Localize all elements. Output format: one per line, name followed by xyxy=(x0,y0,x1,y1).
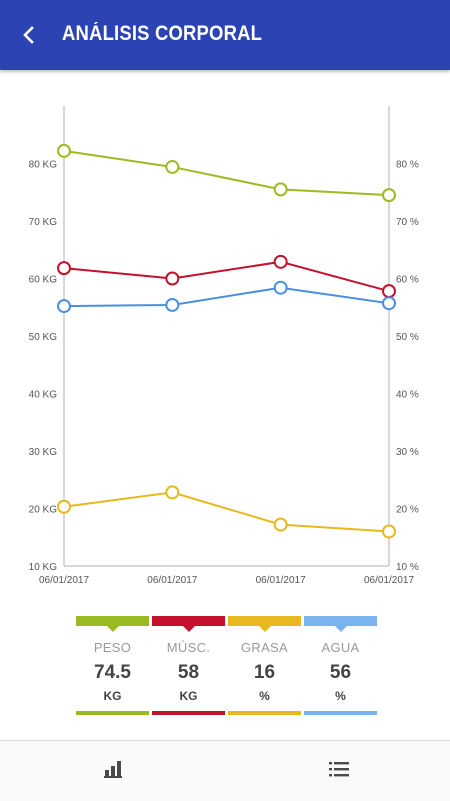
legend-label: GRASA xyxy=(240,640,288,655)
data-point-grasa xyxy=(273,517,288,532)
y-tick-label-left: 10 KG xyxy=(29,562,58,573)
legend-peso[interactable]: PESO 74.5 KG xyxy=(76,616,149,716)
legend-unit: KG xyxy=(179,689,198,703)
data-point-peso xyxy=(57,143,71,158)
chart-view-button[interactable] xyxy=(103,759,129,783)
legend-agua[interactable]: AGUA 56 % xyxy=(304,616,377,716)
y-tick-label-right: 60 % xyxy=(396,275,419,286)
legend-notch xyxy=(107,626,119,632)
legend-musc[interactable]: MÚSC. 58 KG xyxy=(152,616,225,716)
legend-color-bar xyxy=(228,616,301,626)
series-line-grasa xyxy=(63,491,390,533)
legend-underline xyxy=(304,711,377,715)
y-tick-label-right: 50 % xyxy=(396,332,419,343)
data-point-agua xyxy=(382,296,396,311)
legend-value: 56 xyxy=(329,662,352,683)
legend-underline xyxy=(228,711,301,715)
series-line-agua xyxy=(63,286,390,308)
page-title: ANÁLISIS CORPORAL xyxy=(62,22,263,45)
data-point-peso xyxy=(382,188,396,203)
bar-chart-icon xyxy=(104,761,122,778)
data-point-musc xyxy=(165,271,180,286)
legend-color-bar xyxy=(76,616,149,626)
legend-notch xyxy=(183,626,195,632)
y-tick-label-left: 40 KG xyxy=(29,390,58,401)
legend-unit: % xyxy=(335,689,346,703)
data-point-grasa xyxy=(57,499,71,514)
legend-underline xyxy=(76,711,149,715)
data-point-grasa xyxy=(165,485,180,500)
x-tick-label: 06/01/2017 xyxy=(364,575,414,586)
y-tick-label-left: 20 KG xyxy=(29,505,58,516)
legend-label: AGUA xyxy=(321,640,360,655)
y-tick-label-left: 60 KG xyxy=(29,275,58,286)
legend-notch xyxy=(259,626,271,632)
series-line-musc xyxy=(63,260,390,293)
data-point-agua xyxy=(273,280,288,295)
x-tick-label: 06/01/2017 xyxy=(39,575,89,586)
legend-label: MÚSC. xyxy=(166,640,211,655)
metrics-legend: PESO 74.5 KG MÚSC. 58 KG GRASA 16 % AGUA… xyxy=(76,616,377,716)
y-tick-label-right: 30 % xyxy=(396,447,419,458)
data-point-musc xyxy=(57,261,71,276)
y-tick-label-right: 10 % xyxy=(396,562,419,573)
legend-unit: % xyxy=(259,689,270,703)
y-tick-label-right: 70 % xyxy=(396,217,419,228)
data-point-agua xyxy=(165,297,180,312)
legend-grasa[interactable]: GRASA 16 % xyxy=(228,616,301,716)
x-tick-label: 06/01/2017 xyxy=(256,575,306,586)
legend-label: PESO xyxy=(93,640,132,655)
y-tick-label-right: 80 % xyxy=(396,160,419,171)
data-point-agua xyxy=(57,299,71,314)
legend-value: 74.5 xyxy=(94,662,131,683)
data-point-musc xyxy=(382,284,396,299)
chevron-left-icon xyxy=(23,26,34,44)
legend-unit: KG xyxy=(103,689,122,703)
bottom-nav xyxy=(0,740,450,801)
chart-svg: 10 KG 20 KG 30 KG 40 KG 50 KG 60 KG 70 KG 80 KG… xyxy=(29,106,419,586)
y-tick-label-left: 30 KG xyxy=(29,447,58,458)
series-line-peso xyxy=(63,149,390,197)
data-point-grasa xyxy=(382,524,396,539)
legend-underline xyxy=(152,711,225,715)
y-tick-label-left: 80 KG xyxy=(29,160,58,171)
list-icon xyxy=(329,762,349,777)
legend-value: 16 xyxy=(253,662,276,683)
x-tick-label: 06/01/2017 xyxy=(147,575,197,586)
legend-notch xyxy=(335,626,347,632)
y-tick-label-left: 70 KG xyxy=(29,217,58,228)
y-tick-label-right: 40 % xyxy=(396,390,419,401)
list-view-button[interactable] xyxy=(328,759,354,783)
data-point-peso xyxy=(273,182,288,197)
legend-color-bar xyxy=(152,616,225,626)
body-analysis-chart: 10 KG 20 KG 30 KG 40 KG 50 KG 60 KG 70 KG 80 KG… xyxy=(0,80,450,600)
back-button[interactable] xyxy=(14,20,44,50)
app-bar: ANÁLISIS CORPORAL xyxy=(0,0,450,70)
data-point-musc xyxy=(273,254,288,269)
legend-value: 58 xyxy=(177,662,200,683)
y-tick-label-left: 50 KG xyxy=(29,332,58,343)
data-point-peso xyxy=(165,159,180,174)
y-tick-label-right: 20 % xyxy=(396,505,419,516)
legend-color-bar xyxy=(304,616,377,626)
